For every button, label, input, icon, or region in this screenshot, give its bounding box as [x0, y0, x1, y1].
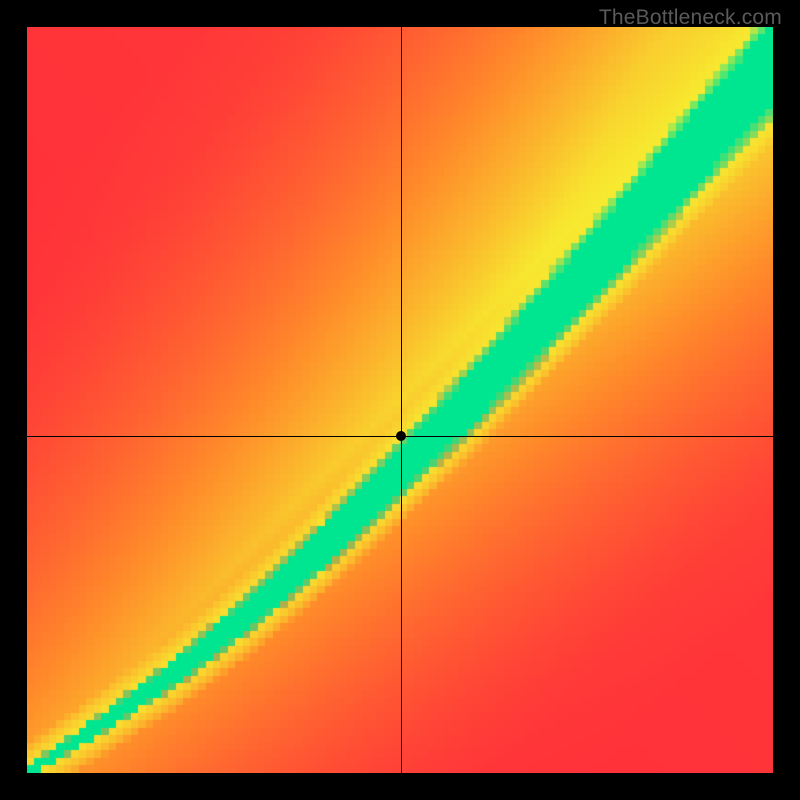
heatmap-canvas [27, 27, 773, 773]
crosshair-marker [396, 431, 406, 441]
crosshair-vertical [401, 27, 402, 773]
watermark-text: TheBottleneck.com [599, 6, 782, 30]
heatmap-plot [27, 27, 773, 773]
